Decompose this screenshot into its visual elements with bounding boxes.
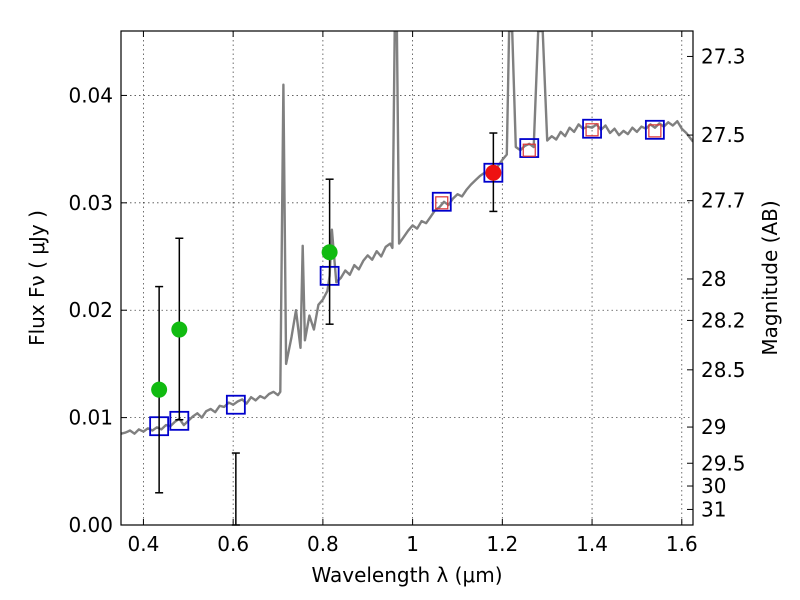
y-tick-label: 0.00 xyxy=(68,513,113,537)
axes: 0.4 0.6 0.8 1 1.2 1.4 1.6 0.00 0.01 0.02 0.03 0.04 2… xyxy=(68,31,746,556)
mag-tick-label: 29 xyxy=(701,415,726,439)
observed-photometry-marker xyxy=(522,143,536,157)
y-tick-label: 0.01 xyxy=(68,406,113,430)
model-photometry-marker xyxy=(519,138,540,158)
observed-photometry-marker xyxy=(435,196,449,210)
model-photometry-marker xyxy=(644,119,665,140)
mag-tick-label: 27.7 xyxy=(701,189,746,213)
y-axis-title: Flux Fν ( μJy ) xyxy=(25,210,49,346)
x-tick-label: 1.6 xyxy=(666,532,698,556)
y-tick-label: 0.04 xyxy=(68,83,113,107)
x-tick-label: 0.8 xyxy=(307,532,339,556)
mag-tick-label: 27.5 xyxy=(701,123,746,147)
mag-tick-label: 28 xyxy=(701,267,726,291)
x-axis-title: Wavelength λ (μm) xyxy=(311,563,502,587)
y-tick-label: 0.03 xyxy=(68,191,113,215)
optical-detection-marker xyxy=(171,321,188,338)
mag-tick-label: 31 xyxy=(701,497,726,521)
model-photometry-marker xyxy=(431,191,452,212)
mag-tick-label: 30 xyxy=(701,474,726,498)
x-tick-label: 1.2 xyxy=(486,532,518,556)
x-tick-label: 0.4 xyxy=(128,532,160,556)
x-tick-label: 1.4 xyxy=(576,532,608,556)
optical-detection-marker xyxy=(151,381,168,398)
x-tick-label: 0.6 xyxy=(217,532,249,556)
y2-axis-title: Magnitude (AB) xyxy=(758,200,782,355)
mag-tick-label: 27.3 xyxy=(701,44,746,68)
plot-area xyxy=(121,31,693,435)
x-tick-label: 1 xyxy=(406,532,419,556)
mag-tick-label: 28.5 xyxy=(701,358,746,382)
model-photometry-marker xyxy=(225,394,246,415)
model-photometry-marker xyxy=(582,118,602,139)
data-points xyxy=(149,118,665,526)
observed-photometry-marker xyxy=(648,124,662,138)
spectrum-line xyxy=(121,31,693,435)
mag-tick-label: 28.2 xyxy=(701,308,746,332)
observed-photometry-marker xyxy=(585,123,599,137)
optical-detection-marker xyxy=(321,244,338,261)
plot-frame xyxy=(120,30,694,526)
detection-marker xyxy=(485,164,502,181)
y-tick-label: 0.02 xyxy=(68,298,113,322)
mag-tick-label: 29.5 xyxy=(701,451,746,475)
grid-lines xyxy=(121,31,693,525)
